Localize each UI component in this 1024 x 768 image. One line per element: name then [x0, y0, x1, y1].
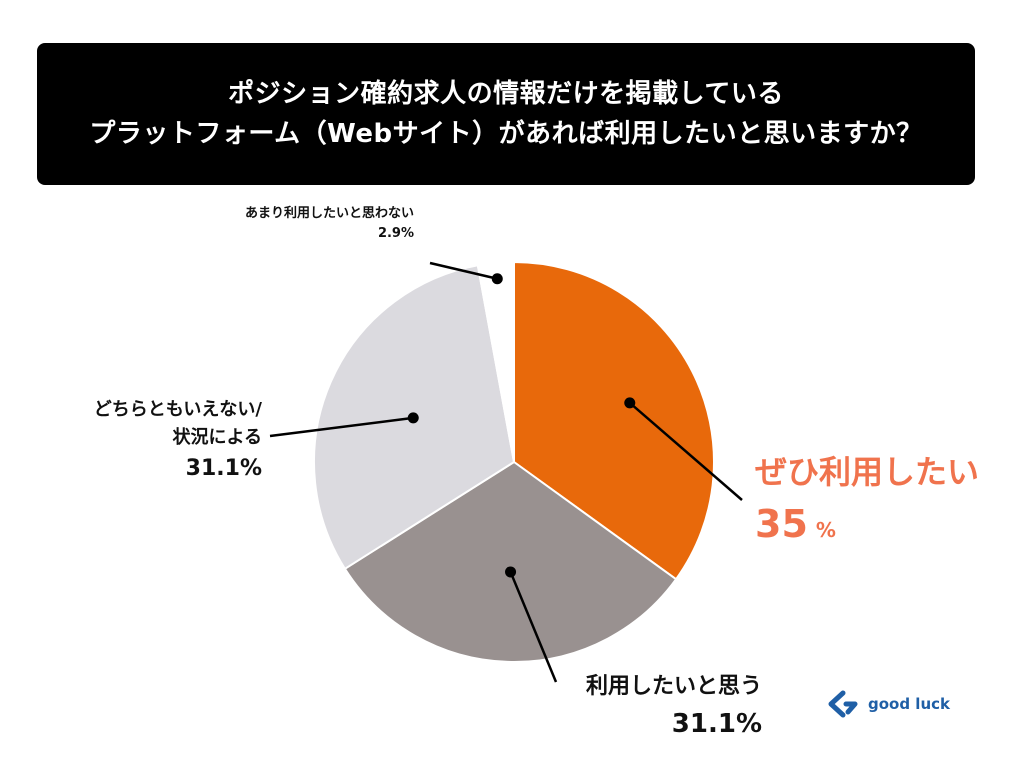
slice-want-to-use-leader-line [509, 571, 558, 683]
chart-title-line-1: ポジション確約求人の情報だけを掲載している [228, 79, 784, 109]
label-want-to-use: 利用したいと思う 31.1% [586, 670, 762, 744]
slice-not-really-leader-dot [491, 273, 503, 285]
good-luck-logo: good luck [826, 690, 950, 718]
slice-want-to-use [343, 460, 678, 663]
label-undecided: どちらともいえない/ 状況による 31.1% [94, 396, 262, 486]
slice-undecided-leader-line [269, 416, 414, 438]
label-undecided-name-2: 状況による [172, 427, 262, 448]
logo-text: good luck [868, 695, 950, 713]
slice-definitely-leader-dot [624, 397, 636, 409]
label-not-really: あまり利用したいと思わない 2.9% [245, 204, 414, 244]
title-banner: ポジション確約求人の情報だけを掲載している プラットフォーム（Webサイト）があ… [37, 43, 975, 185]
label-want-to-use-name: 利用したいと思う [585, 674, 762, 699]
label-definitely-value-row: 35% [755, 502, 979, 546]
slice-definitely [513, 260, 715, 581]
slice-not-really [476, 260, 515, 463]
label-want-to-use-value: 31.1% [671, 709, 762, 739]
chart-title-line-2: プラットフォーム（Webサイト）があれば利用したいと思いますか？ [89, 119, 923, 149]
label-not-really-value: 2.9% [377, 226, 415, 241]
slice-undecided-leader-dot [407, 412, 419, 424]
good-luck-logo-icon [828, 690, 858, 718]
label-definitely: ぜひ利用したい 35% [755, 452, 979, 546]
label-definitely-name: ぜひ利用したい [755, 453, 980, 491]
label-not-really-name: あまり利用したいと思わない [245, 206, 415, 221]
label-undecided-value: 31.1% [185, 456, 262, 481]
slice-definitely-leader-line [628, 401, 743, 501]
label-definitely-unit: % [815, 518, 836, 542]
label-undecided-name-1: どちらともいえない/ [93, 399, 262, 420]
slice-want-to-use-leader-dot [505, 566, 517, 578]
slice-not-really-leader-line [429, 261, 498, 280]
label-definitely-value: 35 [755, 502, 808, 546]
